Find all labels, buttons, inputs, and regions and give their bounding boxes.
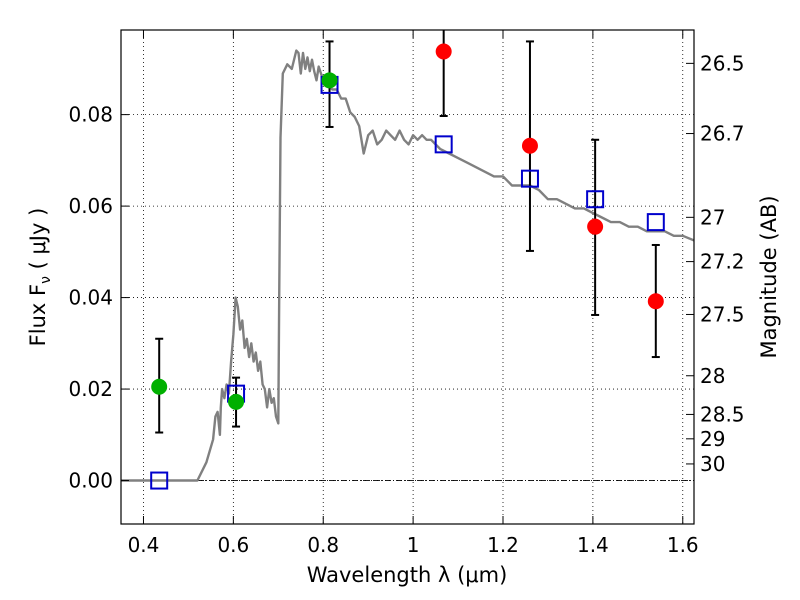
model-flux-square — [520, 169, 539, 188]
x-tick-label: 1.4 — [577, 533, 609, 557]
observed-flux-point — [321, 72, 338, 89]
y-axis-title-unit: ( μJy ) — [26, 208, 50, 276]
grid — [121, 30, 694, 524]
mag-tick-label: 30 — [700, 452, 725, 476]
mag-tick-label: 27.5 — [700, 302, 745, 326]
x-tick-label: 1.2 — [487, 533, 519, 557]
observed-flux-point — [521, 137, 538, 154]
x-tick-label: 0.6 — [217, 533, 249, 557]
model-flux-square — [150, 471, 169, 490]
model-flux-square — [646, 213, 665, 232]
observed-flux-point — [647, 293, 664, 310]
x-tick-label: 1 — [407, 533, 420, 557]
y-axis-title: Flux Fν ( μJy ) — [26, 208, 54, 347]
plot-background — [121, 30, 694, 524]
model-flux-square — [434, 135, 453, 154]
mag-tick-label: 27 — [700, 205, 725, 229]
x-tick-label: 1.6 — [667, 533, 699, 557]
observed-flux-point — [435, 43, 452, 60]
x-axis-title: Wavelength λ (μm) — [307, 563, 508, 587]
error-bars — [150, 30, 665, 490]
mag-tick-label: 26.7 — [700, 122, 745, 146]
mag-tick-label: 29 — [700, 427, 725, 451]
y-tick-label: 0.04 — [68, 286, 113, 310]
mag-tick-label: 28.5 — [700, 402, 745, 426]
y-axis-title-subscript: ν — [38, 276, 54, 284]
model-spectrum-line — [121, 49, 694, 482]
y-tick-label: 0.06 — [68, 194, 113, 218]
plot-frame — [120, 29, 695, 525]
mag-tick-label: 26.5 — [700, 51, 745, 75]
observed-flux-point — [228, 393, 245, 410]
y-tick-label: 0.02 — [68, 377, 113, 401]
data-layer — [121, 49, 694, 482]
model-flux-square — [586, 190, 605, 209]
observed-flux-point — [151, 378, 168, 395]
y-tick-label: 0.08 — [68, 103, 113, 127]
mag-tick-label: 27.2 — [700, 250, 745, 274]
y-axis-title-main: Flux F — [26, 284, 50, 346]
observed-flux-point — [587, 218, 604, 235]
y-tick-label: 0.00 — [68, 469, 113, 493]
y2-axis-title: Magnitude (AB) — [757, 195, 781, 358]
x-tick-label: 0.4 — [128, 533, 160, 557]
mag-tick-label: 28 — [700, 364, 725, 388]
x-tick-label: 0.8 — [307, 533, 339, 557]
ticks: 0.4 0.6 0.8 1 1.2 1.4 1.6 0.00 0.02 0.04 0.06 0.08 2… — [68, 30, 745, 557]
